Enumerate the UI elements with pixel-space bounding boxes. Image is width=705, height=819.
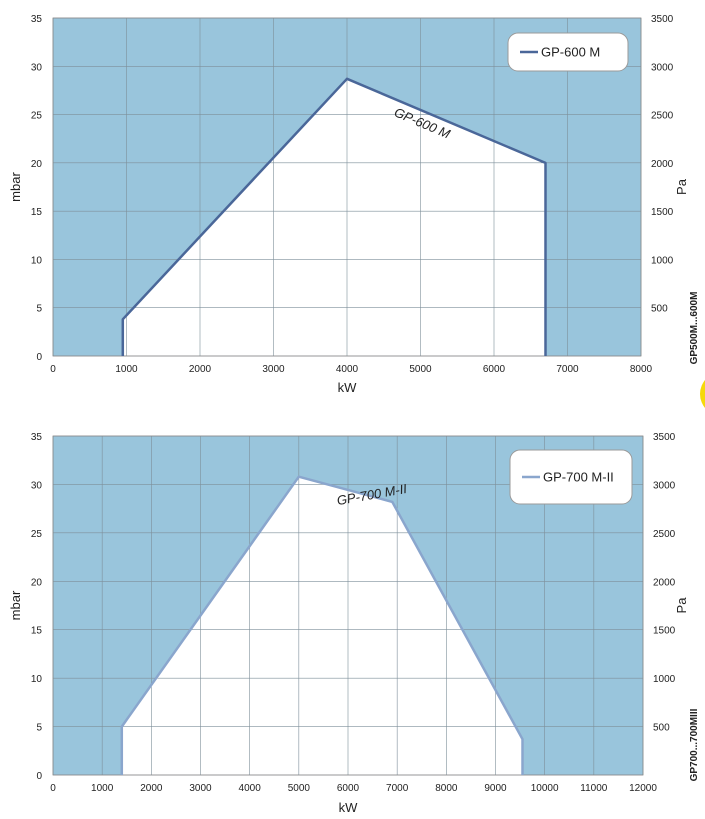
- y-tick-label: 20: [31, 159, 43, 170]
- x-tick-label: 4000: [336, 364, 359, 375]
- y2-tick-label: 2500: [653, 529, 676, 540]
- series-line: [121, 77, 547, 356]
- legend-box: [507, 32, 629, 72]
- y-tick-label: 15: [31, 207, 43, 218]
- y-tick-label: 5: [36, 723, 42, 734]
- y2-tick-label: 3500: [651, 14, 674, 25]
- y2-tick-label: 2500: [651, 111, 674, 122]
- y-axis-label: mbar: [8, 590, 23, 620]
- x-tick-label: 3000: [189, 783, 212, 794]
- y-tick-label: 20: [31, 577, 43, 588]
- x-tick-label: 2000: [140, 783, 163, 794]
- chart-2: 0 1000 2000 3000 4000 5000 6000 7000 8000 9000 100…: [8, 432, 700, 815]
- x-tick-label: 1000: [115, 364, 138, 375]
- legend-box: [509, 449, 633, 505]
- x-tick-label: 6000: [483, 364, 506, 375]
- y2-tick-label: 1500: [651, 207, 674, 218]
- x-tick-label: 0: [50, 783, 56, 794]
- x-tick-label: 8000: [435, 783, 458, 794]
- y-tick-label: 10: [31, 674, 43, 685]
- x-tick-label: 4000: [239, 783, 262, 794]
- y2-tick-label: 3000: [653, 480, 676, 491]
- y2-tick-label: 3500: [653, 432, 676, 443]
- y-axis-label: mbar: [8, 172, 23, 202]
- y-tick-label: 0: [36, 352, 42, 363]
- y-tick-label: 35: [31, 14, 43, 25]
- y-tick-label: 5: [36, 304, 42, 315]
- x-tick-label: 1000: [91, 783, 114, 794]
- x-axis-label: kW: [338, 380, 358, 395]
- side-model-label: GP500M...600M: [689, 292, 700, 365]
- y-tick-label: 30: [31, 480, 43, 491]
- operating-area: [122, 78, 546, 357]
- side-model-label: GP700...700MIII: [689, 708, 700, 781]
- y-tick-label: 25: [31, 111, 43, 122]
- y-tick-label: 25: [31, 529, 43, 540]
- y2-tick-label: 1500: [653, 626, 676, 637]
- plot-frame: [52, 435, 644, 776]
- y2-tick-label: 2000: [653, 577, 676, 588]
- y2-axis-label: Pa: [674, 178, 689, 195]
- y2-tick-label: 2000: [651, 159, 674, 170]
- y2-tick-label: 500: [651, 304, 668, 315]
- x-tick-label: 0: [50, 364, 56, 375]
- x-tick-label: 3000: [262, 364, 285, 375]
- operating-area: [121, 476, 523, 775]
- x-tick-label: 7000: [556, 364, 579, 375]
- yellow-tab-marker: [700, 380, 705, 408]
- x-tick-label: 6000: [337, 783, 360, 794]
- legend-label: GP-700 M-II: [543, 470, 614, 485]
- plot-frame: [52, 17, 642, 357]
- series-line: [120, 475, 524, 775]
- x-tick-label: 12000: [629, 783, 657, 794]
- chart-1: 0 1000 2000 3000 4000 5000 6000 7000 8000 0 5 10 15 2…: [8, 14, 700, 395]
- y-tick-label: 0: [36, 771, 42, 782]
- x-tick-label: 10000: [531, 783, 559, 794]
- y2-axis-label: Pa: [674, 597, 689, 614]
- x-tick-label: 5000: [288, 783, 311, 794]
- y2-tick-label: 500: [653, 723, 670, 734]
- x-axis-label: kW: [339, 800, 359, 815]
- x-tick-label: 5000: [409, 364, 432, 375]
- legend-label: GP-600 M: [541, 45, 600, 60]
- x-tick-label: 8000: [630, 364, 653, 375]
- x-tick-label: 9000: [484, 783, 507, 794]
- y-tick-label: 30: [31, 62, 43, 73]
- x-tick-label: 2000: [189, 364, 212, 375]
- y-tick-label: 10: [31, 255, 43, 266]
- y2-tick-label: 1000: [651, 255, 674, 266]
- x-tick-label: 11000: [580, 783, 608, 794]
- y-tick-label: 35: [31, 432, 43, 443]
- y2-tick-label: 3000: [651, 62, 674, 73]
- y-tick-label: 15: [31, 626, 43, 637]
- y2-tick-label: 1000: [653, 674, 676, 685]
- x-tick-label: 7000: [386, 783, 409, 794]
